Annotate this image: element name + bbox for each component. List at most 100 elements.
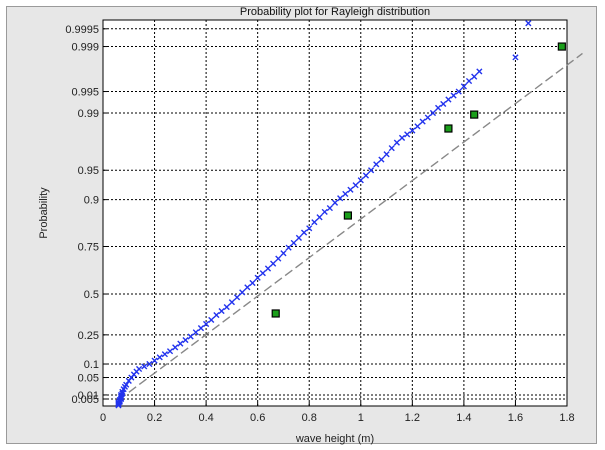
x-tick-label: 1.2 (405, 412, 420, 424)
data-point-x-marker (123, 381, 130, 388)
y-tick-label: 0.95 (78, 165, 99, 177)
reference-fit-line (118, 52, 583, 401)
y-tick-label: 0.5 (84, 289, 99, 301)
data-point-x-marker (203, 320, 210, 328)
x-tick-label: 0.8 (302, 412, 317, 424)
data-point-x-marker (409, 127, 416, 134)
data-point-x-marker (316, 214, 323, 221)
data-point-x-marker (465, 77, 473, 85)
data-point-x-marker (135, 365, 143, 373)
data-point-x-marker (378, 156, 385, 163)
data-point-x-marker (512, 54, 519, 61)
data-point-x-marker (182, 336, 189, 344)
data-point-square-marker (444, 124, 453, 133)
x-tick-label: 1.8 (559, 412, 574, 424)
x-tick-label: 0.6 (250, 412, 265, 424)
data-point-x-marker (228, 299, 235, 306)
x-tick-label: 1 (358, 412, 364, 424)
data-point-x-marker (388, 145, 395, 152)
plot-area (102, 19, 568, 407)
reference-line-group (118, 52, 583, 401)
data-point-x-marker (218, 307, 225, 315)
x-tick-label: 1.4 (456, 412, 471, 424)
data-point-x-marker (471, 73, 478, 80)
data-point-x-marker (342, 190, 349, 198)
data-point-x-marker (187, 333, 194, 340)
data-point-x-marker (393, 139, 400, 146)
data-point-x-marker (119, 390, 126, 397)
data-point-x-marker (208, 316, 215, 324)
data-point-x-marker (357, 177, 364, 184)
chart-title: Probability plot for Rayleigh distributi… (240, 6, 430, 18)
data-point-x-marker (337, 195, 344, 202)
data-point-x-marker (177, 340, 184, 347)
y-tick-label: 0.05 (78, 373, 99, 385)
y-tick-label: 0.9995 (65, 24, 99, 36)
data-point-x-marker (383, 151, 390, 158)
data-point-x-marker (141, 363, 148, 370)
data-point-square-marker (470, 110, 479, 119)
data-point-x-marker (295, 234, 303, 241)
y-tick-label: 0.01 (78, 390, 99, 402)
data-point-x-marker (233, 294, 241, 301)
y-tick-label: 0.25 (78, 330, 99, 342)
grid-lines (103, 20, 567, 406)
data-point-x-marker (300, 229, 308, 236)
x-tick-label: 0.2 (147, 412, 162, 424)
data-point-x-marker (419, 118, 426, 125)
y-tick-label: 0.1 (84, 359, 99, 371)
data-point-x-marker (450, 92, 457, 99)
data-point-x-marker (440, 100, 447, 108)
data-point-x-marker (435, 104, 442, 111)
data-point-x-marker (326, 204, 333, 212)
x-tick-label: 1.6 (508, 412, 523, 424)
data-point-x-marker (373, 161, 380, 168)
data-point-x-marker (197, 325, 205, 332)
y-tick-label: 0.9 (84, 195, 99, 207)
data-point-x-marker (414, 123, 421, 130)
data-point-x-marker (166, 348, 174, 355)
data-point-x-marker (161, 351, 168, 358)
y-tick-label: 0.999 (71, 42, 99, 54)
data-point-x-marker (285, 244, 292, 251)
data-point-x-marker (280, 250, 287, 257)
data-point-x-marker (290, 239, 297, 247)
data-point-x-marker (239, 289, 246, 296)
data-point-x-marker (213, 311, 220, 319)
data-point-x-marker (424, 114, 431, 121)
data-point-x-marker (455, 88, 462, 95)
data-point-x-marker (476, 68, 483, 75)
data-point-x-marker (244, 284, 251, 291)
x-axis-label: wave height (m) (295, 433, 374, 445)
data-point-x-marker (146, 360, 153, 368)
data-point-x-marker (331, 199, 339, 206)
data-point-x-marker (362, 172, 370, 179)
data-point-x-marker (306, 225, 313, 232)
data-point-x-marker (259, 270, 266, 277)
y-axis-label: Probability (38, 187, 50, 239)
data-point-square-marker (271, 309, 280, 318)
data-point-x-marker (525, 20, 532, 27)
data-series-group (115, 20, 566, 409)
y-tick-label: 0.99 (78, 108, 99, 120)
data-point-x-marker (445, 96, 452, 103)
data-point-x-marker (192, 329, 199, 336)
data-point-x-marker (264, 265, 272, 272)
data-point-x-marker (367, 167, 375, 174)
data-point-x-marker (311, 219, 318, 226)
y-tick-label: 0.005 (71, 394, 99, 406)
x-tick-label: 0.4 (198, 412, 213, 424)
data-point-x-marker (254, 274, 261, 281)
data-point-x-marker (429, 109, 437, 117)
data-point-x-marker (352, 182, 359, 189)
x-tick-label: 0 (100, 412, 106, 424)
data-point-x-marker (156, 354, 163, 361)
data-point-x-marker (275, 255, 282, 262)
data-point-x-marker (151, 357, 158, 364)
data-point-square-marker (343, 211, 352, 220)
data-point-x-marker (249, 279, 256, 287)
data-point-square-marker (557, 42, 566, 51)
data-point-x-marker (270, 260, 277, 267)
